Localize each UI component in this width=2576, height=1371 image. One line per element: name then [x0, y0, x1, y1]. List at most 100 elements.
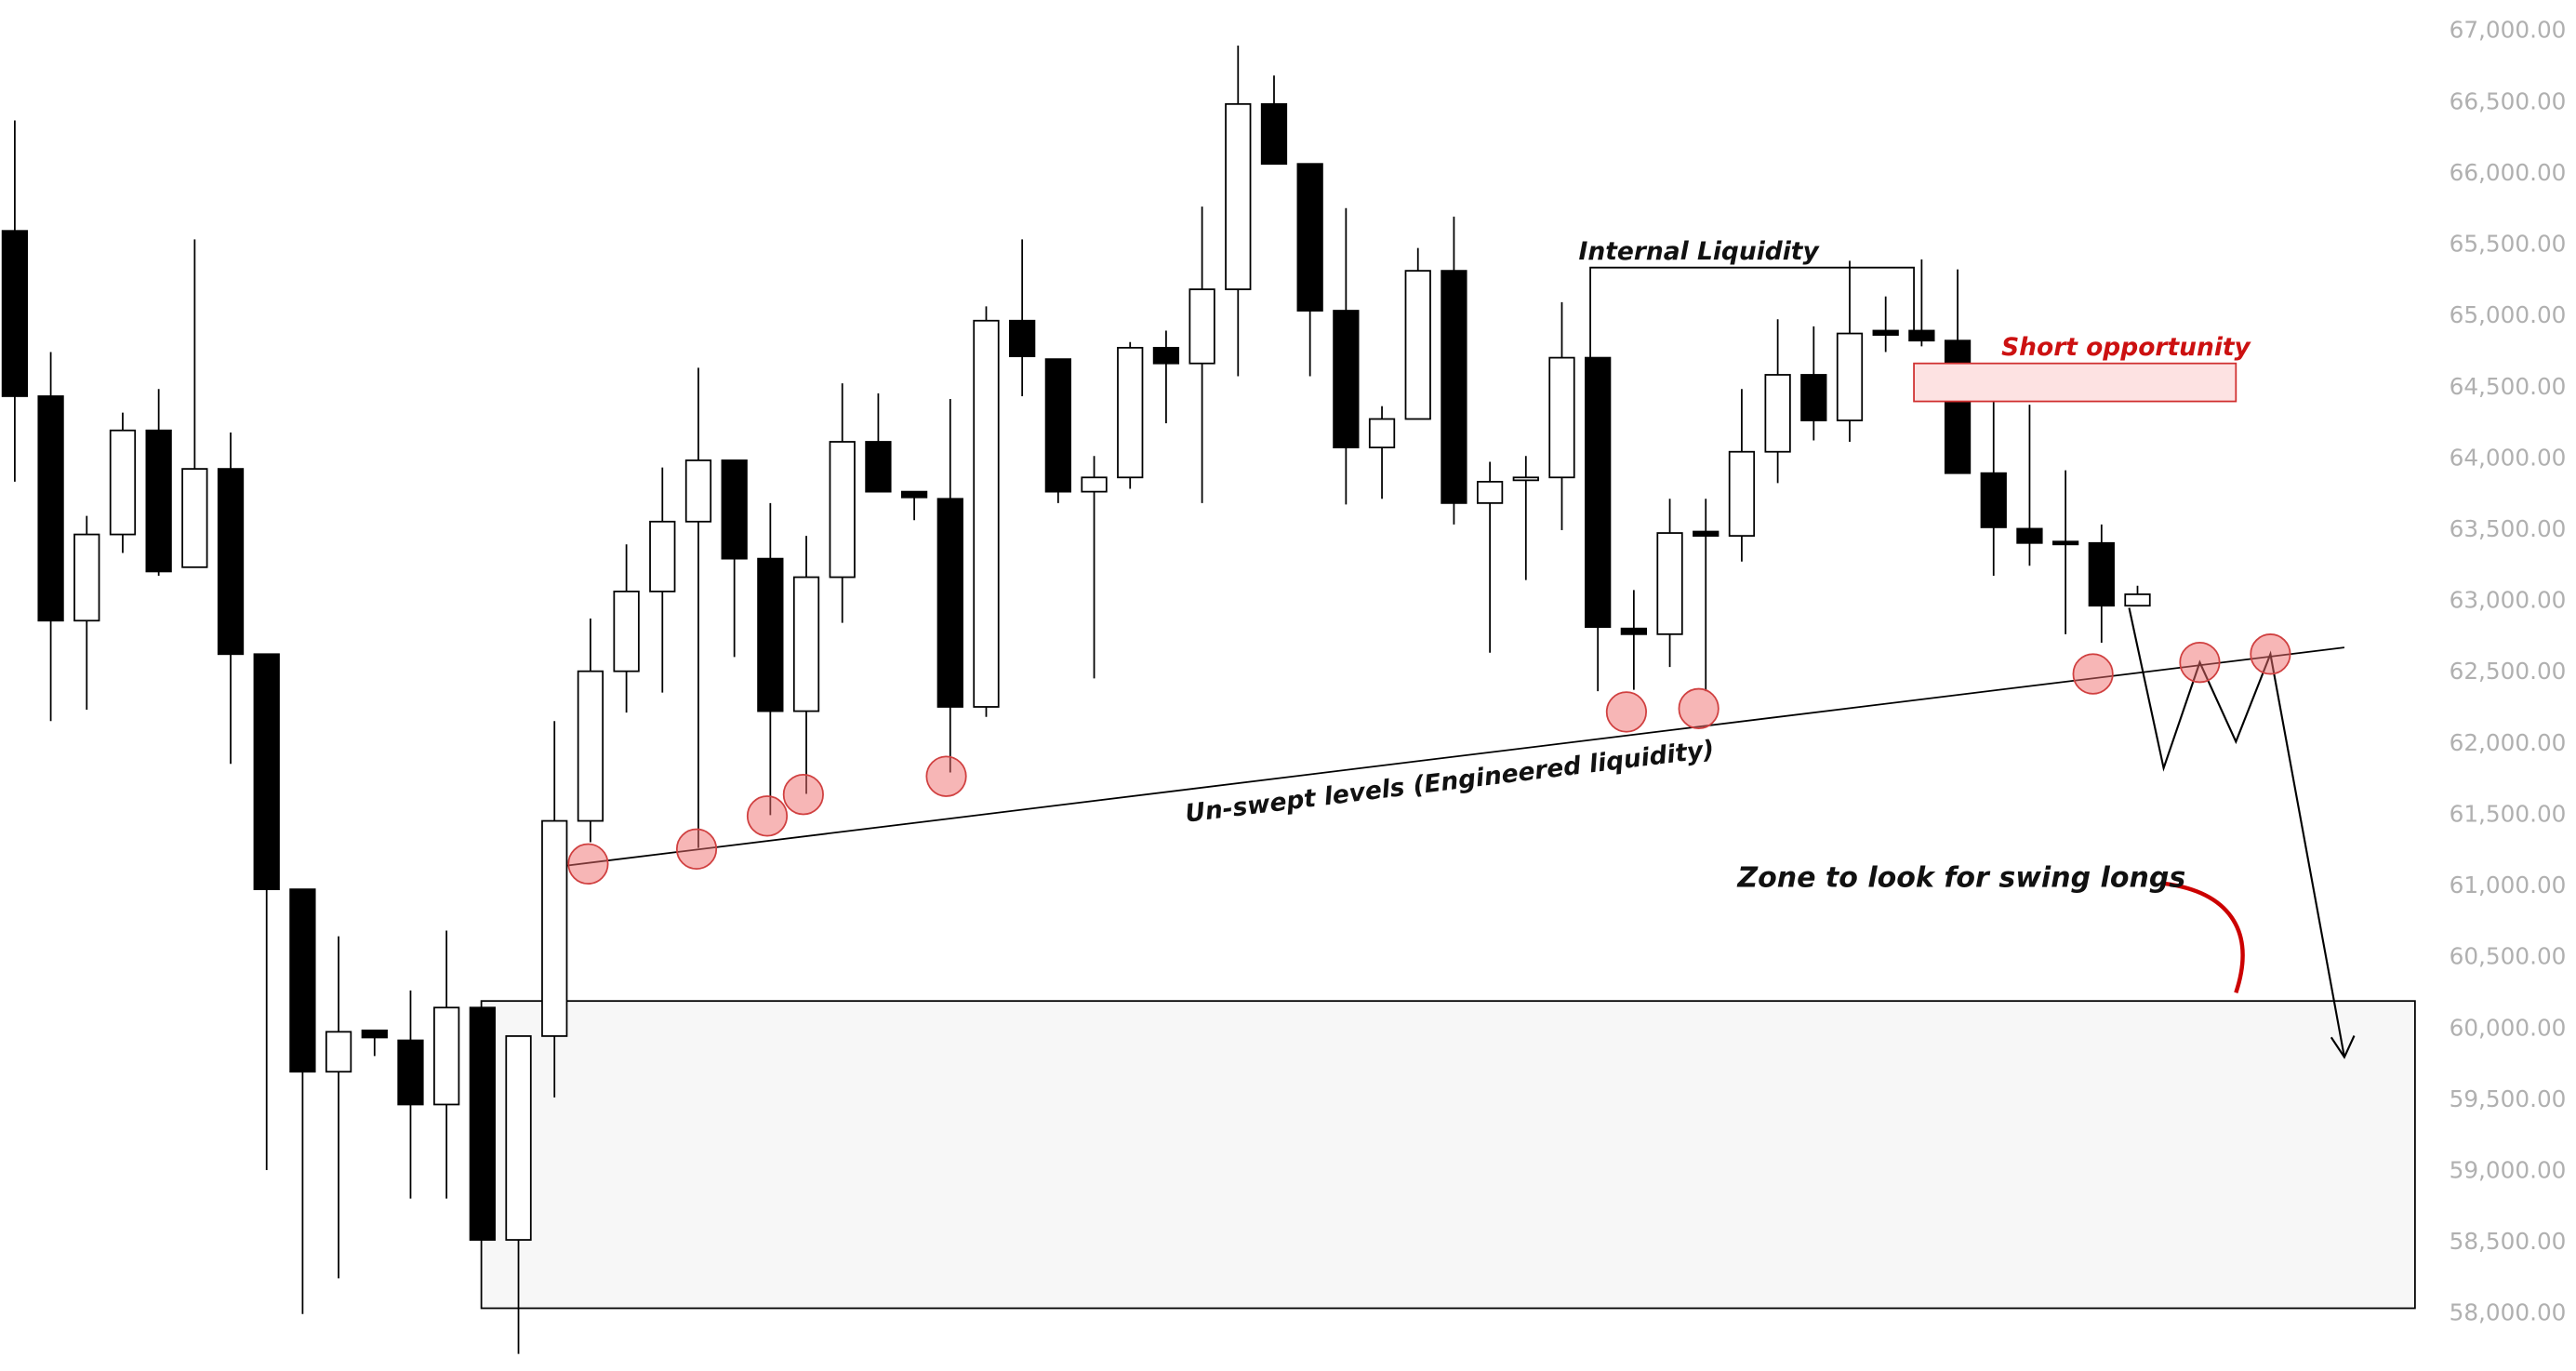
candle-body — [541, 819, 568, 1037]
circle — [782, 774, 824, 816]
candle-body — [1260, 102, 1288, 166]
candle-body — [1512, 476, 1539, 482]
candle-body — [1152, 346, 1180, 365]
candle-body — [973, 319, 1000, 708]
candle-body — [1044, 358, 1071, 493]
y-tick-label: 60,000.00 — [2450, 1014, 2567, 1041]
candle-body — [217, 468, 245, 656]
y-tick-label: 64,000.00 — [2450, 444, 2567, 471]
candle-body — [1296, 163, 1323, 312]
candle-body — [757, 557, 784, 712]
arrow-head — [2330, 1035, 2356, 1059]
candle-body — [1117, 346, 1144, 479]
candle-body — [1476, 481, 1504, 504]
candle-body — [1548, 356, 1575, 479]
y-tick-label: 63,000.00 — [2450, 587, 2567, 614]
circle — [2072, 653, 2114, 695]
circle — [2179, 641, 2221, 684]
candle-body — [37, 395, 64, 622]
internal-liquidity-bracket — [1589, 266, 1915, 359]
candle-body — [73, 533, 100, 622]
candle-body — [109, 429, 137, 536]
candle-body — [253, 653, 280, 890]
candle-body — [1081, 476, 1108, 493]
candle-body — [1333, 310, 1360, 449]
trendline — [566, 646, 2345, 867]
candle-body — [325, 1031, 352, 1073]
candle-body — [1009, 319, 1036, 357]
candle-body — [361, 1029, 388, 1039]
candle-body — [1404, 270, 1431, 420]
candle-body — [1620, 627, 1647, 635]
annotation: Un-swept levels (Engineered liquidity) — [1184, 735, 1716, 829]
circle — [567, 843, 609, 885]
y-tick-label: 61,000.00 — [2450, 872, 2567, 898]
y-tick-label: 65,000.00 — [2450, 301, 2567, 328]
candle-body — [1225, 102, 1252, 290]
candle-body — [397, 1039, 424, 1106]
y-tick-label: 66,500.00 — [2450, 87, 2567, 114]
candle-body — [649, 520, 676, 592]
y-tick-label: 65,500.00 — [2450, 231, 2567, 258]
candle-body — [289, 888, 316, 1073]
projection-path — [2128, 607, 2345, 1058]
candle-body — [865, 441, 892, 493]
candles — [1, 46, 2151, 1354]
candle-body — [505, 1035, 532, 1241]
candle-body — [469, 1006, 496, 1241]
candle-body — [1585, 356, 1612, 629]
candle-body — [2124, 593, 2151, 607]
y-tick-label: 62,000.00 — [2450, 729, 2567, 756]
circle — [2250, 633, 2291, 675]
annotation: Short opportunity — [2001, 333, 2251, 362]
candle-body — [1693, 530, 1720, 538]
candle-body — [936, 498, 963, 708]
candle-body — [577, 670, 604, 822]
candle-body — [1728, 450, 1756, 538]
candle-body — [433, 1006, 460, 1106]
liquidity-circles — [567, 633, 2291, 885]
short-zone — [1913, 362, 2237, 403]
y-tick-label: 59,500.00 — [2450, 1085, 2567, 1112]
long-zone-box — [480, 1000, 2416, 1310]
circle — [746, 795, 789, 837]
candle-body — [900, 490, 928, 499]
candle-body — [1836, 332, 1864, 421]
circle — [1678, 687, 1720, 730]
candle-body — [1368, 418, 1396, 449]
candle-body — [1656, 532, 1683, 635]
candle-body — [721, 459, 748, 560]
annotation: Zone to look for swing longs — [1736, 862, 2185, 895]
y-tick-label: 66,000.00 — [2450, 159, 2567, 186]
candle-body — [1908, 329, 1935, 342]
candle-body — [1800, 374, 1827, 421]
circle — [1605, 691, 1647, 733]
circle — [925, 755, 967, 797]
candle-body — [145, 429, 172, 573]
annotation: Internal Liquidity — [1579, 237, 1821, 266]
y-tick-label: 58,500.00 — [2450, 1228, 2567, 1255]
candle-body — [1944, 339, 1972, 474]
candle-body — [684, 459, 712, 523]
candle-body — [2052, 540, 2079, 546]
candle-body — [181, 468, 208, 568]
circle — [675, 828, 718, 871]
candle-body — [1441, 270, 1467, 504]
candle-body — [792, 576, 820, 712]
candle-body — [829, 441, 856, 579]
y-tick-label: 63,500.00 — [2450, 515, 2567, 542]
y-axis: 58,000.00 58,500.00 59,000.00 59,500.00 60,0… — [2450, 17, 2567, 1326]
y-tick-label: 61,500.00 — [2450, 800, 2567, 827]
candle-body — [1, 230, 29, 397]
y-tick-label: 58,000.00 — [2450, 1299, 2567, 1326]
candle-body — [2088, 541, 2115, 607]
y-tick-label: 62,500.00 — [2450, 658, 2567, 685]
y-tick-label: 59,000.00 — [2450, 1156, 2567, 1183]
candle-body — [2016, 527, 2043, 544]
candle-body — [1980, 472, 2007, 528]
candle-body — [1872, 329, 1899, 336]
candle-body — [613, 590, 640, 672]
candle-body — [1188, 288, 1215, 365]
